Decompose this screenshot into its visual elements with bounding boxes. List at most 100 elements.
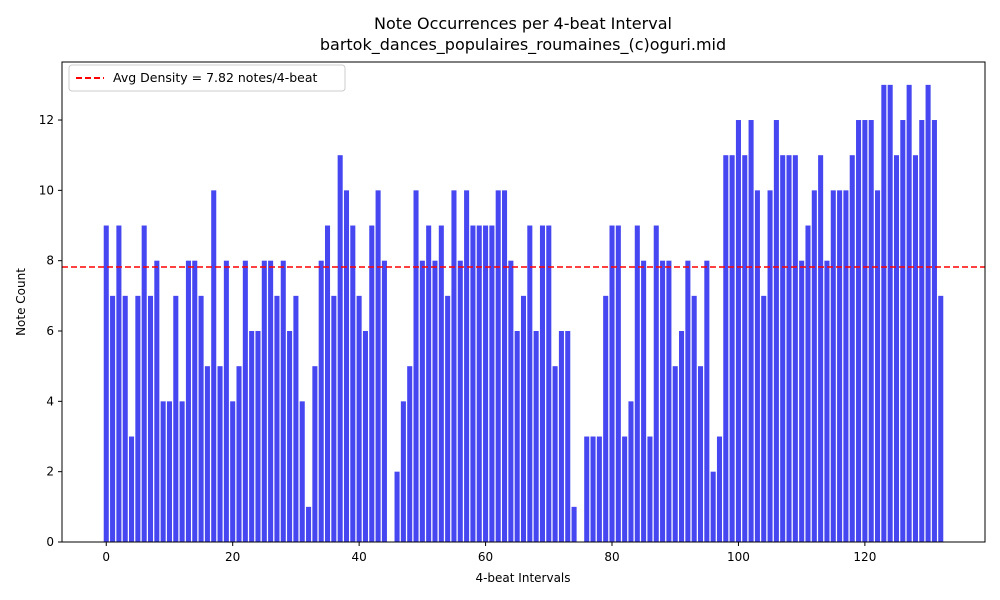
bar-126 — [900, 120, 906, 543]
bar-11 — [173, 295, 179, 542]
plot-frame — [61, 61, 986, 543]
y-axis-ticks: 0 2 4 6 8 10 12 — [39, 113, 62, 549]
bar-82 — [622, 436, 628, 542]
bar-30 — [293, 295, 299, 542]
bar-62 — [495, 190, 501, 542]
bar-58 — [470, 225, 476, 542]
bar-64 — [508, 260, 514, 542]
y-tick-label: 6 — [46, 324, 54, 338]
bar-111 — [805, 225, 811, 542]
x-tick-label: 20 — [225, 550, 240, 564]
bar-33 — [312, 366, 318, 542]
bar-40 — [356, 295, 362, 542]
bar-77 — [590, 436, 596, 542]
y-tick-label: 2 — [46, 465, 54, 479]
bar-60 — [483, 225, 489, 542]
bar-118 — [849, 155, 855, 542]
bar-92 — [685, 260, 691, 542]
bar-110 — [799, 260, 805, 542]
bar-81 — [615, 225, 621, 542]
bar-41 — [362, 331, 368, 542]
bar-103 — [754, 190, 760, 542]
bar-69 — [539, 225, 545, 542]
bar-57 — [464, 190, 470, 542]
bar-17 — [211, 190, 217, 542]
bar-71 — [552, 366, 558, 542]
bar-96 — [710, 471, 716, 542]
bar-80 — [609, 225, 615, 542]
bar-18 — [217, 366, 223, 542]
bar-4 — [129, 436, 135, 542]
bar-120 — [862, 120, 868, 543]
bar-59 — [476, 225, 482, 542]
bar-131 — [931, 120, 937, 543]
x-axis-label: 4-beat Intervals — [475, 571, 570, 585]
bar-125 — [893, 155, 900, 542]
bar-53 — [438, 225, 444, 542]
bar-72 — [558, 331, 564, 542]
bar-107 — [780, 155, 786, 542]
bar-106 — [773, 120, 779, 543]
legend-label: Avg Density = 7.82 notes/4-beat — [113, 70, 318, 85]
bar-132 — [938, 295, 944, 542]
bar-94 — [697, 366, 704, 542]
bar-101 — [742, 155, 748, 542]
bar-42 — [369, 225, 375, 542]
bar-85 — [641, 260, 647, 542]
bar-14 — [192, 260, 198, 542]
legend: Avg Density = 7.82 notes/4-beat — [68, 64, 346, 92]
bar-127 — [906, 84, 912, 543]
bar-46 — [394, 471, 400, 542]
bar-123 — [881, 84, 887, 543]
bar-36 — [331, 295, 337, 542]
bars-group — [103, 84, 944, 543]
bar-1 — [110, 295, 116, 542]
bar-89 — [666, 260, 672, 542]
y-tick-label: 8 — [46, 254, 54, 268]
bar-100 — [735, 120, 741, 543]
bar-73 — [565, 331, 571, 542]
bar-98 — [723, 155, 729, 542]
bar-6 — [141, 225, 147, 542]
bar-25 — [261, 260, 267, 542]
bar-5 — [135, 295, 141, 542]
bar-83 — [628, 401, 634, 542]
bar-19 — [223, 260, 229, 542]
bar-91 — [679, 331, 685, 542]
bar-66 — [520, 295, 527, 542]
bar-117 — [843, 190, 849, 542]
bar-128 — [912, 155, 918, 542]
bar-61 — [489, 225, 495, 542]
bar-27 — [274, 295, 280, 542]
bar-79 — [603, 295, 609, 542]
bar-32 — [306, 506, 312, 542]
bar-88 — [660, 260, 666, 542]
bar-95 — [704, 260, 710, 542]
y-tick-label: 10 — [39, 183, 54, 197]
bar-70 — [546, 225, 552, 542]
bar-102 — [748, 120, 754, 543]
bar-24 — [255, 331, 261, 542]
y-axis-label: Note Count — [14, 268, 28, 336]
bar-15 — [198, 295, 204, 542]
bar-7 — [147, 295, 154, 542]
bar-99 — [729, 155, 735, 542]
bar-38 — [343, 190, 350, 542]
bar-130 — [925, 84, 931, 543]
bar-10 — [166, 401, 172, 542]
chart-subtitle: bartok_dances_populaires_roumaines_(c)og… — [320, 35, 726, 55]
bar-0 — [103, 225, 109, 542]
bar-63 — [502, 190, 508, 542]
bar-47 — [400, 401, 406, 542]
bar-9 — [160, 401, 166, 542]
bar-65 — [514, 331, 520, 542]
bar-115 — [830, 190, 836, 542]
bar-16 — [204, 366, 210, 542]
bar-97 — [716, 436, 723, 542]
y-tick-label: 12 — [39, 113, 54, 127]
bar-20 — [230, 401, 236, 542]
bar-50 — [419, 260, 425, 542]
bar-67 — [527, 225, 533, 542]
bar-114 — [824, 260, 830, 542]
bar-49 — [413, 190, 419, 542]
